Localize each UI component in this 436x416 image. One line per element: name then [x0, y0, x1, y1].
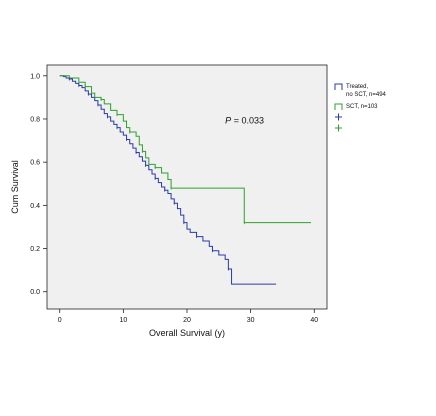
legend-swatch-1	[334, 103, 343, 110]
axes: 0 10 20 30 40 0.0 0.2 0.4 0.6 0.8 1.0	[30, 73, 318, 324]
y-axis-title: Cum Survival	[10, 160, 20, 214]
p-value-letter: P	[225, 115, 231, 125]
series-line-0	[59, 75, 277, 285]
x-tick-label: 10	[119, 317, 127, 324]
censor-layer	[68, 77, 245, 271]
x-tick-label: 30	[247, 317, 255, 324]
plot-area	[46, 64, 328, 310]
y-tick-label: 0.8	[30, 116, 40, 123]
legend-swatch-0	[334, 83, 343, 90]
legend: Treated, no SCT, n=494 SCT, n=103	[334, 83, 387, 132]
p-value-annotation: P = 0.033	[225, 115, 264, 125]
x-tick-label: 0	[58, 317, 62, 324]
x-tick-label: 20	[183, 317, 191, 324]
x-axis-title: Overall Survival (y)	[149, 328, 225, 338]
y-tick-label: 0.6	[30, 160, 40, 167]
legend-label: Treated, no SCT, n=494	[346, 84, 387, 98]
series-layer	[59, 75, 312, 285]
x-tick-label: 40	[310, 317, 318, 324]
y-tick-label: 1.0	[30, 73, 40, 80]
p-value-text: = 0.033	[231, 115, 264, 125]
series-line-1	[59, 75, 312, 224]
y-tick-label: 0.4	[30, 203, 40, 210]
legend-label: SCT, n=103	[346, 104, 378, 110]
y-tick-label: 0.0	[30, 289, 40, 296]
y-tick-label: 0.2	[30, 246, 40, 253]
